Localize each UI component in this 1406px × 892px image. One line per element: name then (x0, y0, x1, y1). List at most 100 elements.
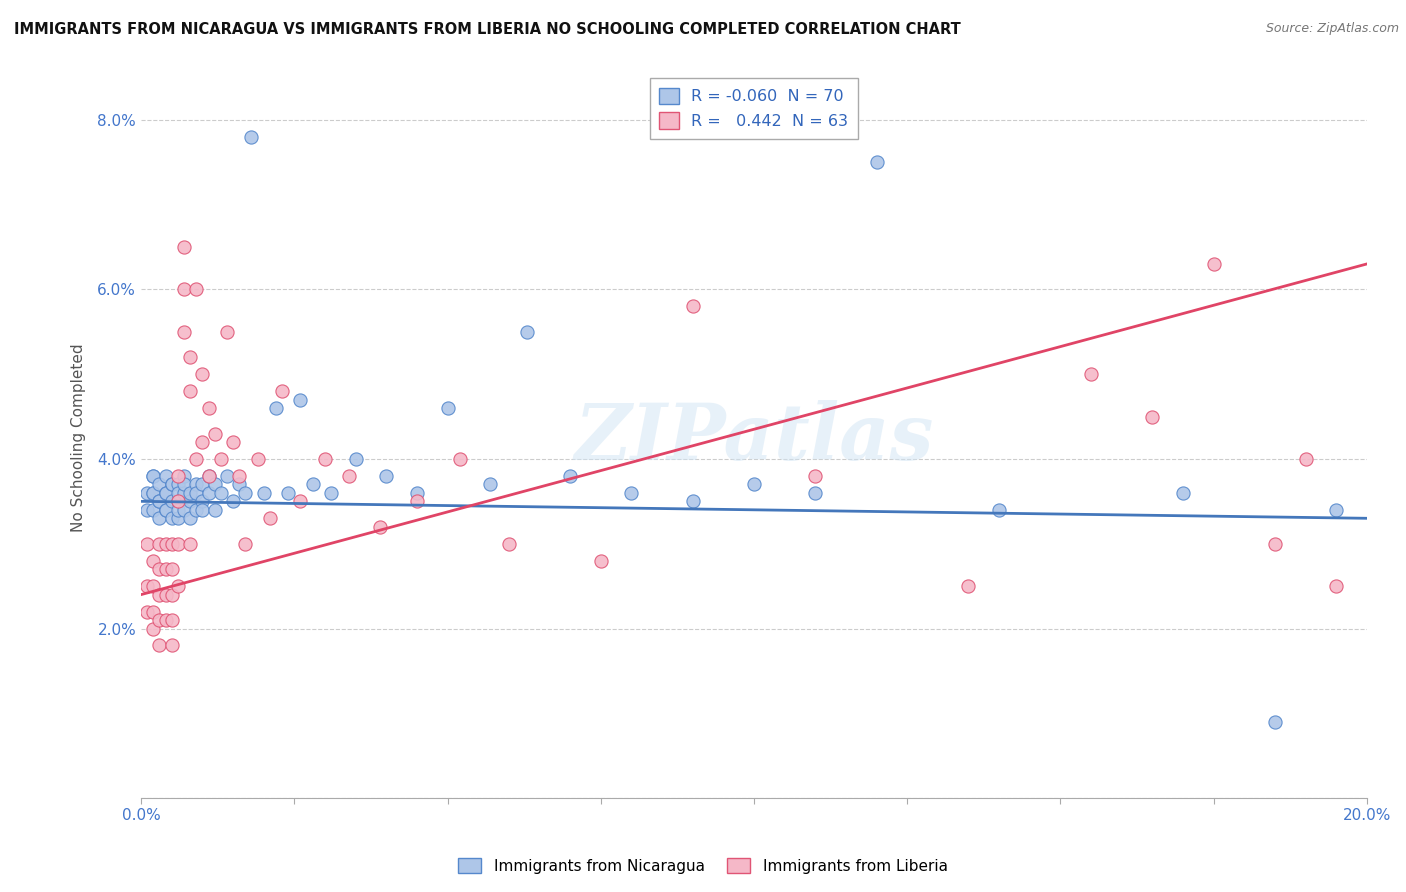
Point (957, 579, 980, 593)
Point (344, 452, 367, 467)
Point (682, 299, 704, 313)
Point (277, 486, 299, 500)
Point (155, 503, 177, 517)
Point (191, 477, 214, 491)
Point (1142, 409, 1164, 424)
Point (191, 367, 214, 381)
Point (479, 477, 502, 491)
Point (197, 486, 219, 500)
Point (155, 562, 177, 576)
Point (271, 384, 294, 398)
Text: ZIPatlas: ZIPatlas (574, 400, 934, 476)
Legend: Immigrants from Nicaragua, Immigrants from Liberia: Immigrants from Nicaragua, Immigrants fr… (453, 852, 953, 880)
Point (142, 605, 165, 619)
Point (620, 486, 643, 500)
Point (204, 426, 226, 441)
Point (173, 477, 195, 491)
Point (436, 401, 458, 415)
Point (166, 494, 188, 508)
Point (166, 494, 188, 508)
Point (222, 435, 245, 450)
Point (191, 503, 214, 517)
Point (375, 469, 398, 483)
Point (155, 503, 177, 517)
Point (179, 511, 201, 525)
Point (1080, 367, 1102, 381)
Point (166, 469, 188, 483)
Point (155, 486, 177, 500)
Point (449, 452, 471, 467)
Point (173, 503, 195, 517)
Point (148, 588, 170, 602)
Point (148, 511, 170, 525)
Point (148, 477, 170, 491)
Point (160, 613, 183, 627)
Point (215, 325, 238, 339)
Point (142, 503, 165, 517)
Point (155, 613, 177, 627)
Point (988, 503, 1011, 517)
Point (160, 477, 183, 491)
Point (1264, 714, 1286, 729)
Point (166, 503, 188, 517)
Point (179, 384, 201, 398)
Point (155, 537, 177, 551)
Point (314, 452, 336, 467)
Point (166, 511, 188, 525)
Point (186, 477, 208, 491)
Point (804, 469, 827, 483)
Point (516, 325, 538, 339)
Point (142, 469, 165, 483)
Point (136, 537, 159, 551)
Point (228, 477, 250, 491)
Point (742, 477, 765, 491)
Point (166, 537, 188, 551)
Point (339, 469, 361, 483)
Point (160, 588, 183, 602)
Point (1264, 537, 1286, 551)
Point (1295, 452, 1317, 467)
Point (259, 511, 281, 525)
Point (179, 486, 201, 500)
Point (186, 282, 208, 296)
Point (264, 401, 287, 415)
Point (558, 469, 581, 483)
Point (405, 486, 427, 500)
Point (1171, 486, 1194, 500)
Point (173, 325, 195, 339)
Point (142, 579, 165, 593)
Point (186, 486, 208, 500)
Point (804, 486, 827, 500)
Point (228, 469, 250, 483)
Point (589, 554, 612, 568)
Point (173, 469, 195, 483)
Point (233, 537, 256, 551)
Point (209, 486, 232, 500)
Point (160, 511, 183, 525)
Point (186, 452, 208, 467)
Text: IMMIGRANTS FROM NICARAGUA VS IMMIGRANTS FROM LIBERIA NO SCHOOLING COMPLETED CORR: IMMIGRANTS FROM NICARAGUA VS IMMIGRANTS … (14, 22, 960, 37)
Point (240, 129, 263, 144)
Point (179, 537, 201, 551)
Point (136, 503, 159, 517)
Point (136, 486, 159, 500)
Point (204, 503, 226, 517)
Point (166, 579, 188, 593)
Point (197, 469, 219, 483)
Point (142, 554, 165, 568)
Point (173, 282, 195, 296)
Point (155, 469, 177, 483)
Point (148, 613, 170, 627)
Point (368, 520, 391, 534)
Point (191, 494, 214, 508)
Point (142, 469, 165, 483)
Point (148, 494, 170, 508)
Point (215, 469, 238, 483)
Point (142, 486, 165, 500)
Point (160, 639, 183, 653)
Point (865, 155, 887, 169)
Point (222, 494, 245, 508)
Point (166, 486, 188, 500)
Point (1202, 257, 1225, 271)
Point (290, 392, 312, 407)
